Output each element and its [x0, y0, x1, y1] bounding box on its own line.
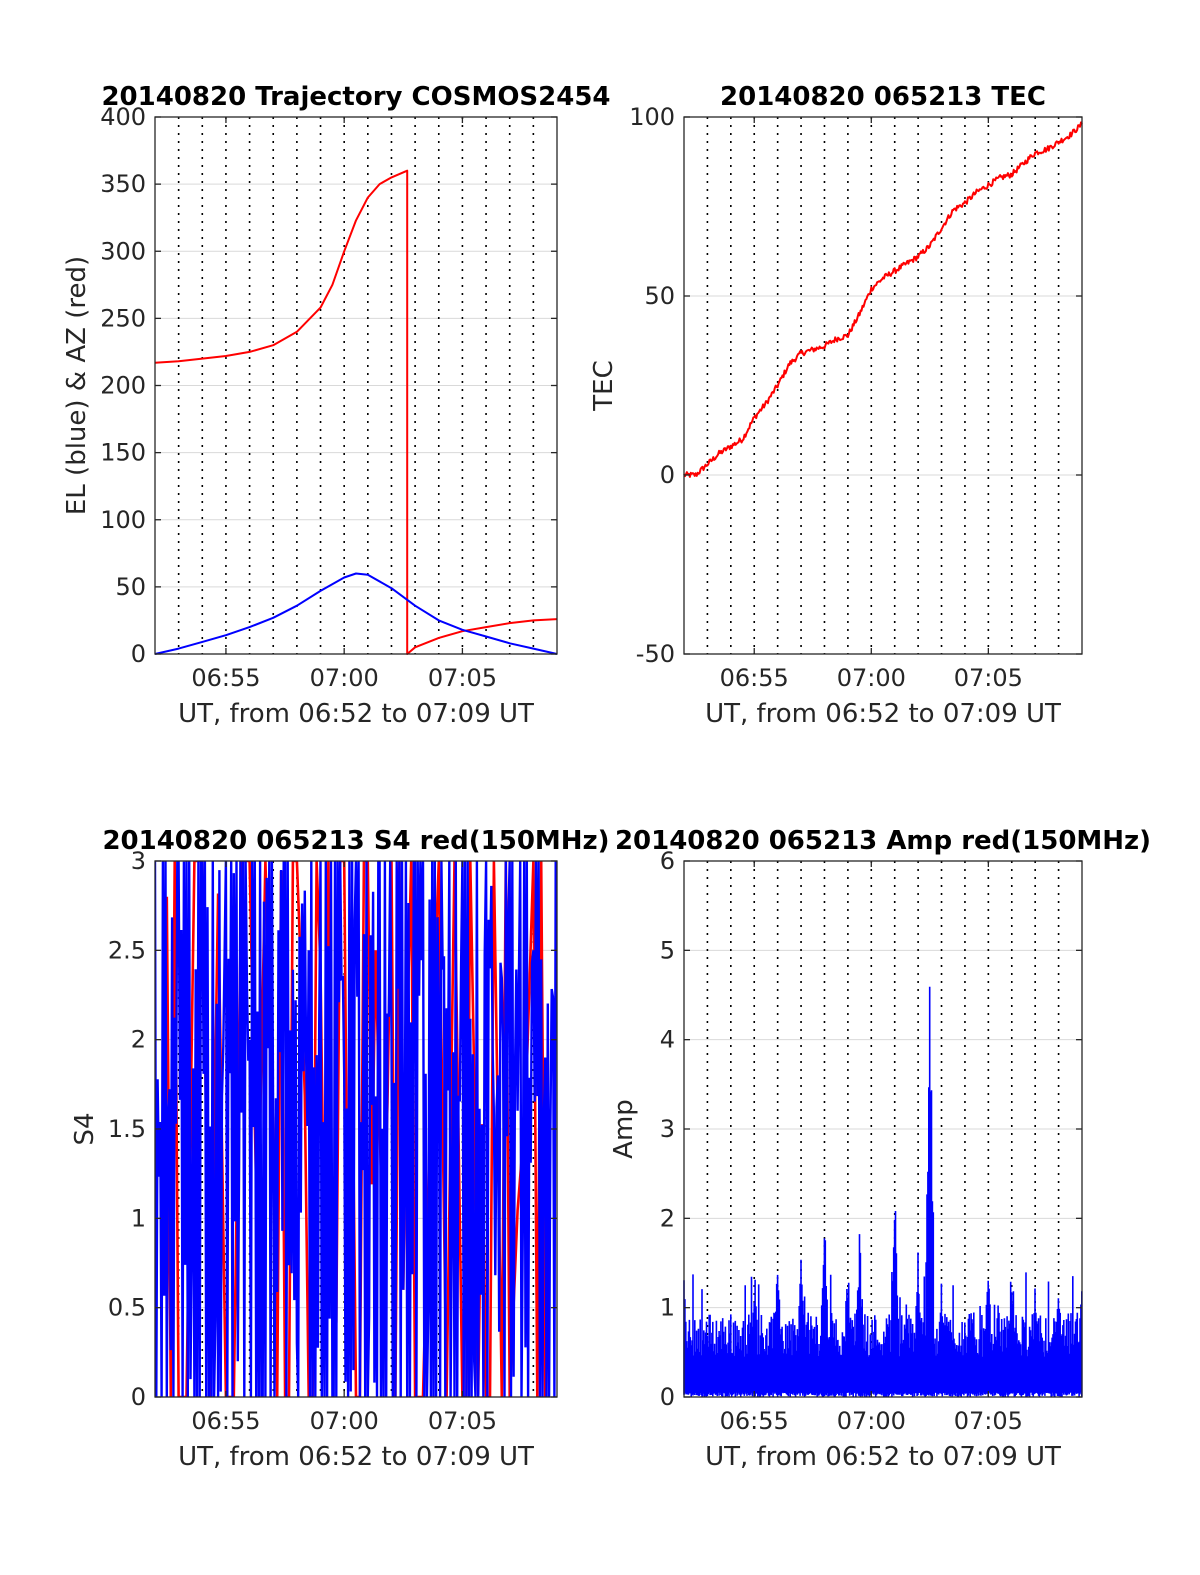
y-tick-label: 6: [660, 847, 675, 875]
y-tick-label: 0: [660, 1383, 675, 1411]
y-tick-label: 1.5: [108, 1115, 146, 1143]
y-tick-label: 200: [100, 372, 146, 400]
y-tick-label: 3: [131, 847, 146, 875]
chart-title: 20140820 065213 S4 red(150MHz): [102, 826, 609, 856]
y-tick-label: 0: [131, 640, 146, 668]
y-tick-label: 2: [131, 1026, 146, 1054]
chart-title: 20140820 Trajectory COSMOS2454: [101, 82, 610, 112]
y-tick-label: 2.5: [108, 936, 146, 964]
line-trace: [154, 169, 558, 655]
panel-tec: -50 0 50 100 06:55 07:00 07:05 20140820 065213 …: [589, 82, 1083, 729]
y-tick-label: 0.5: [108, 1294, 146, 1322]
y-tick-label: 150: [100, 439, 146, 467]
line-trace: [683, 121, 1083, 478]
plot-area: [684, 117, 1082, 654]
s4-trace: [155, 861, 557, 1397]
y-tick-label: -50: [636, 640, 675, 668]
x-axis-label: UT, from 06:52 to 07:09 UT: [178, 699, 534, 729]
y-axis-label: S4: [70, 1112, 100, 1145]
panel-amp: 0 1 2 3 4 5 6 06:55 07:00 07:05 20140820 065213 Am…: [609, 826, 1151, 1472]
y-tick-label: 3: [660, 1115, 675, 1143]
y-tick-label: 4: [660, 1026, 675, 1054]
x-tick-label: 06:55: [720, 1407, 789, 1435]
y-tick-label: 400: [100, 103, 146, 131]
line-trace: [154, 572, 558, 655]
y-tick-label: 300: [100, 237, 146, 265]
x-axis-label: UT, from 06:52 to 07:09 UT: [705, 1442, 1061, 1472]
y-tick-label: 250: [100, 304, 146, 332]
y-tick-label: 1: [131, 1204, 146, 1232]
x-tick-label: 06:55: [191, 1407, 260, 1435]
chart-title: 20140820 065213 TEC: [720, 82, 1046, 112]
chart-title: 20140820 065213 Amp red(150MHz): [615, 826, 1151, 856]
y-axis-label: Amp: [609, 1099, 639, 1159]
series-0: [683, 121, 1083, 478]
x-axis-label: UT, from 06:52 to 07:09 UT: [178, 1442, 534, 1472]
panel-s4: 0 0.5 1 1.5 2 2.5 3 06:55 07:00 07:05 20140820 065…: [70, 826, 610, 1472]
y-tick-label: 5: [660, 936, 675, 964]
y-tick-label: 350: [100, 170, 146, 198]
x-tick-label: 07:05: [954, 1407, 1023, 1435]
series-1: [154, 572, 558, 655]
axes-box: [683, 116, 1083, 655]
y-axis-label: EL (blue) & AZ (red): [62, 256, 92, 515]
x-tick-label: 07:00: [310, 1407, 379, 1435]
x-tick-label: 07:00: [310, 664, 379, 692]
y-tick-label: 50: [644, 282, 675, 310]
x-axis-label: UT, from 06:52 to 07:09 UT: [705, 699, 1061, 729]
y-tick-label: 100: [100, 506, 146, 534]
y-tick-label: 0: [660, 461, 675, 489]
x-tick-label: 06:55: [191, 664, 260, 692]
x-tick-label: 07:05: [954, 664, 1023, 692]
y-axis-label: TEC: [589, 360, 619, 411]
panel-trajectory: 0 50 100 150 200 250 300 350 400 06:55 07:00 07:05 2…: [62, 82, 611, 729]
x-tick-label: 07:05: [428, 1407, 497, 1435]
y-tick-label: 1: [660, 1294, 675, 1322]
y-tick-label: 100: [629, 103, 675, 131]
y-tick-label: 50: [115, 573, 146, 601]
y-tick-label: 2: [660, 1204, 675, 1232]
x-tick-label: 07:00: [837, 1407, 906, 1435]
y-tick-label: 0: [131, 1383, 146, 1411]
x-tick-label: 07:00: [837, 664, 906, 692]
x-tick-label: 07:05: [428, 664, 497, 692]
x-tick-label: 06:55: [720, 664, 789, 692]
